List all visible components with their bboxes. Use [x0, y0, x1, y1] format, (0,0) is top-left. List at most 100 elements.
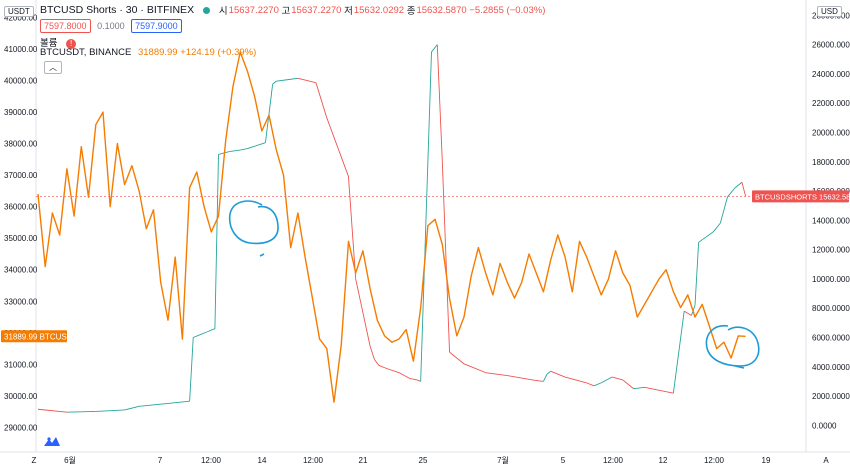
shorts-segment	[546, 370, 551, 375]
shorts-segment	[369, 346, 375, 360]
right-currency-label[interactable]: USD	[817, 6, 842, 17]
shorts-segment	[532, 379, 544, 382]
right-tick-label: 26000.0000	[812, 41, 850, 50]
time-tick-label: 12:00	[201, 456, 222, 465]
shorts-segment	[276, 79, 288, 82]
chart-header: BTCUSD Shorts · 30 · BITFINEX 시15637.227…	[40, 3, 545, 17]
time-tick-label: 21	[359, 456, 368, 465]
volume-label: 볼륨	[40, 38, 58, 49]
shorts-segment	[734, 181, 743, 189]
left-tick-label: 35000.00	[4, 234, 38, 243]
shorts-segment	[431, 44, 438, 53]
time-tick-label: 6월	[64, 455, 76, 465]
right-tick-label: 2000.0000	[812, 392, 850, 401]
shorts-segment	[712, 222, 721, 233]
right-tick-label: 4000.0000	[812, 363, 850, 372]
sell-price-button[interactable]: 7597.8000	[40, 19, 91, 33]
chart-pane	[36, 0, 806, 452]
time-tick-label: 12	[659, 456, 668, 465]
shorts-segment	[229, 149, 241, 152]
spread-value: 0.1000	[97, 21, 125, 31]
shorts-segment	[463, 363, 486, 374]
shorts-segment	[374, 359, 380, 366]
shorts-segment	[66, 410, 96, 413]
time-tick-label: 7월	[497, 455, 509, 465]
annotation-circle	[228, 200, 279, 257]
shorts-segment	[214, 154, 219, 329]
shorts-segment	[378, 364, 387, 369]
left-currency-label[interactable]: USDT	[4, 6, 34, 17]
volume-legend[interactable]: 볼륨 !	[40, 35, 77, 49]
shorts-segment	[698, 231, 714, 243]
time-tick-label: Z	[32, 456, 37, 465]
shorts-segment	[741, 182, 746, 197]
overlay-legend[interactable]: BTCUSDT, BINANCE 31889.99 +124.19 (+0.39…	[40, 47, 256, 58]
bid-ask-row: 7597.8000 0.1000 7597.9000	[40, 19, 182, 33]
overlay-path	[37, 51, 746, 403]
left-tick-label: 34000.00	[4, 266, 38, 275]
shorts-segment	[719, 196, 728, 224]
right-tick-label: 8000.0000	[812, 304, 850, 313]
shorts-segment	[247, 142, 266, 150]
right-tick-label: 20000.0000	[812, 128, 850, 137]
chevron-up-icon[interactable]: ︿	[44, 61, 62, 74]
ohlc-values: 시15637.2270 고15637.2270 저15632.0292 종156…	[218, 4, 546, 18]
shorts-segment	[586, 382, 595, 387]
shorts-segment	[398, 372, 411, 379]
left-last-price-tag	[1, 330, 67, 343]
shorts-segment	[189, 337, 194, 402]
shorts-segment	[385, 367, 400, 374]
shorts-segment	[694, 242, 700, 306]
right-price-axis[interactable]: 0.0000 2000.0000 4000.0000 6000.0000 8000.00…	[812, 11, 850, 430]
time-axis[interactable]: Z 6월 7 12:00 14 12:00 21 25 7월 5 12:00 12 12:00 19 A	[32, 455, 830, 465]
shorts-segment	[425, 51, 432, 206]
left-last-price-label: 31889.99 BTCUSDT	[4, 332, 77, 341]
warning-icon[interactable]: !	[66, 39, 77, 49]
market-status-icon	[203, 6, 210, 14]
right-tick-label: 24000.0000	[812, 70, 850, 79]
symbol-title[interactable]: BTCUSD Shorts · 30 · BITFINEX	[40, 3, 195, 17]
shorts-segment	[124, 405, 140, 411]
right-tick-label: 14000.0000	[812, 216, 850, 225]
shorts-segment	[139, 402, 169, 407]
right-tick-label: 22000.0000	[812, 99, 850, 108]
shorts-segment	[449, 351, 465, 365]
tradingview-logo-icon[interactable]	[43, 434, 61, 448]
left-price-axis[interactable]: 29000.0030000.0031000.0032000.0033000.00…	[4, 13, 38, 432]
shorts-segment	[622, 379, 634, 390]
annotation-circle	[705, 324, 760, 369]
right-last-price-label: BTCUSDSHORTS 15632.5870	[755, 192, 850, 201]
shorts-segment	[37, 408, 67, 413]
series-btcusdt-binance	[37, 51, 746, 403]
overlay-value: 31889.99 +124.19 (+0.39%)	[137, 47, 257, 58]
annotations	[228, 200, 760, 369]
time-tick-label: 14	[258, 456, 267, 465]
shorts-segment	[240, 148, 248, 151]
left-tick-label: 42000.00	[4, 13, 38, 22]
series-btcusd-shorts	[37, 44, 746, 413]
shorts-segment	[420, 205, 427, 382]
left-tick-label: 38000.00	[4, 140, 38, 149]
shorts-segment	[593, 382, 602, 387]
shorts-segment	[542, 373, 548, 382]
left-tick-label: 36000.00	[4, 203, 38, 212]
time-tick-label: A	[823, 456, 829, 465]
shorts-segment	[409, 378, 418, 381]
left-tick-label: 30000.00	[4, 392, 38, 401]
right-tick-label: 6000.0000	[812, 333, 850, 342]
shorts-segment	[207, 328, 216, 333]
shorts-segment	[600, 376, 613, 384]
shorts-segment	[633, 386, 645, 390]
time-tick-label: 12:00	[603, 456, 624, 465]
time-tick-label: 25	[419, 456, 428, 465]
buy-price-button[interactable]: 7597.9000	[131, 19, 182, 33]
time-tick-label: 12:00	[303, 456, 324, 465]
shorts-segment	[550, 370, 566, 378]
shorts-segment	[315, 82, 328, 118]
right-tick-label: 10000.0000	[812, 275, 850, 284]
shorts-segment	[200, 331, 208, 335]
shorts-segment	[167, 400, 190, 404]
time-tick-label: 5	[561, 456, 566, 465]
shorts-segment	[683, 310, 692, 316]
